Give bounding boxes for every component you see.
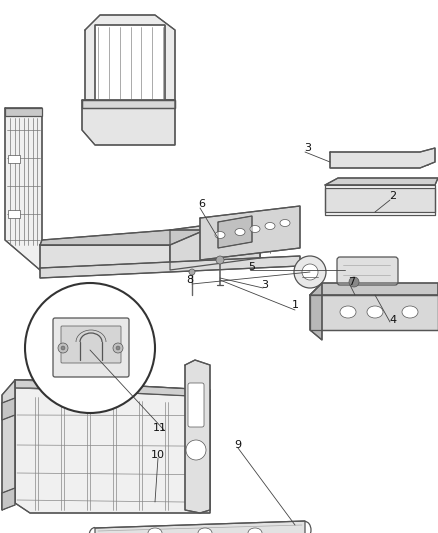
Text: 1: 1 [292,300,299,310]
Polygon shape [5,108,170,270]
Polygon shape [170,218,260,270]
Text: 7: 7 [349,277,356,287]
Text: 11: 11 [153,423,167,433]
Ellipse shape [215,231,225,238]
Polygon shape [2,380,15,510]
FancyBboxPatch shape [8,210,20,218]
Circle shape [186,440,206,460]
Circle shape [61,346,65,350]
Polygon shape [310,295,438,330]
Text: 2: 2 [389,191,396,201]
Polygon shape [200,206,300,260]
FancyBboxPatch shape [8,155,20,163]
Text: 3: 3 [304,143,311,153]
Polygon shape [325,178,438,185]
FancyBboxPatch shape [120,383,136,389]
Polygon shape [15,380,210,397]
FancyBboxPatch shape [82,383,98,389]
Ellipse shape [367,306,383,318]
FancyBboxPatch shape [188,383,204,427]
Polygon shape [95,521,305,533]
Ellipse shape [402,306,418,318]
Ellipse shape [340,306,356,318]
FancyBboxPatch shape [45,383,61,389]
Polygon shape [85,15,175,100]
Polygon shape [40,256,300,278]
Text: 10: 10 [151,450,165,460]
Text: 9: 9 [234,440,242,450]
Polygon shape [185,360,210,513]
Polygon shape [310,283,322,340]
FancyBboxPatch shape [61,326,121,363]
Ellipse shape [148,528,162,533]
Circle shape [116,346,120,350]
Polygon shape [325,188,435,212]
Ellipse shape [265,222,275,230]
Text: 3: 3 [261,280,268,290]
Circle shape [113,343,123,353]
Ellipse shape [250,225,260,232]
Polygon shape [2,398,15,420]
Ellipse shape [280,220,290,227]
Circle shape [302,264,318,280]
FancyBboxPatch shape [337,257,398,285]
Circle shape [294,256,326,288]
Polygon shape [15,380,210,513]
Ellipse shape [235,229,245,236]
Circle shape [189,269,195,275]
Polygon shape [5,108,42,116]
Circle shape [58,343,68,353]
Circle shape [349,277,359,287]
Circle shape [25,283,155,413]
Polygon shape [218,216,252,248]
Text: 4: 4 [389,315,396,325]
FancyBboxPatch shape [53,318,129,377]
Polygon shape [82,100,175,145]
Polygon shape [82,100,175,108]
Polygon shape [310,283,438,295]
Polygon shape [2,488,15,510]
Polygon shape [330,148,435,168]
Circle shape [216,256,224,264]
Text: 6: 6 [198,199,205,209]
Polygon shape [40,230,205,245]
Ellipse shape [198,528,212,533]
Polygon shape [40,230,205,270]
Text: 5: 5 [248,262,255,272]
Text: 8: 8 [187,275,194,285]
Ellipse shape [248,528,262,533]
